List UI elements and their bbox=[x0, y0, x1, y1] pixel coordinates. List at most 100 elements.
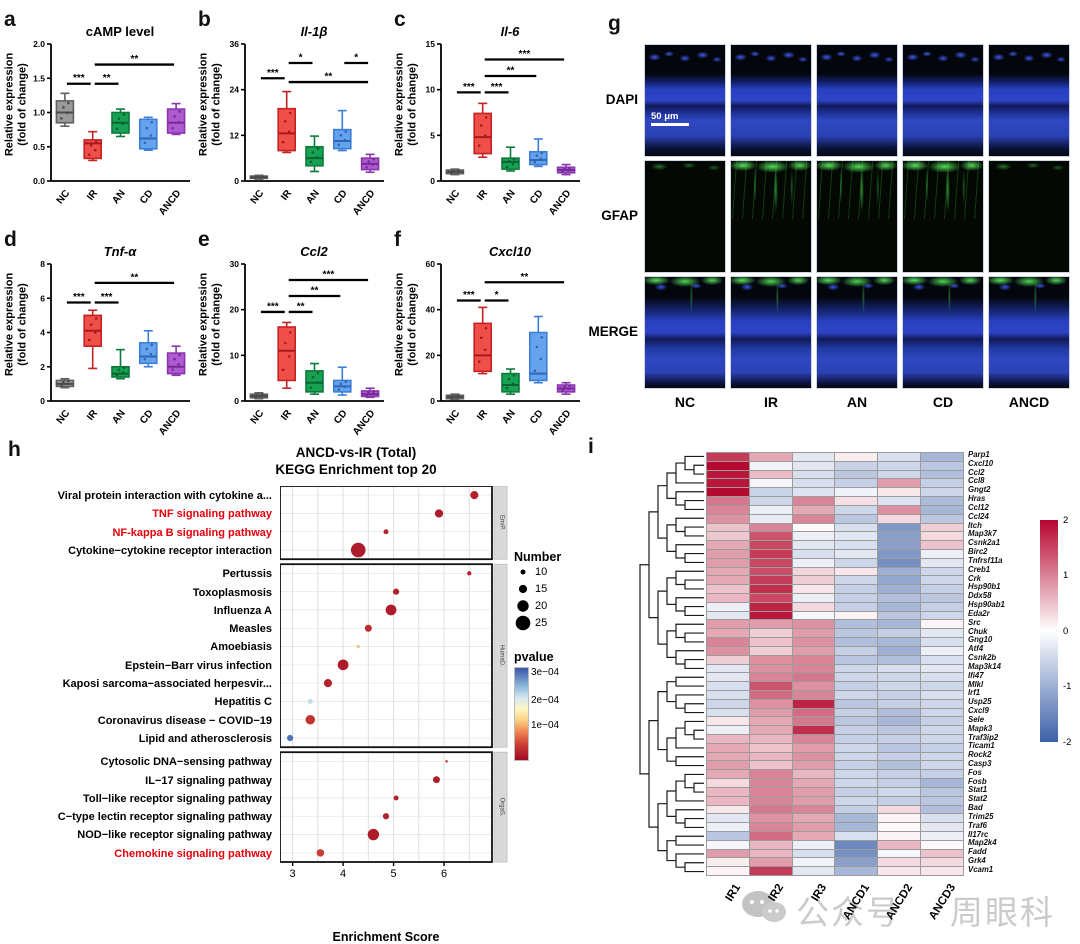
heatmap-cell bbox=[921, 779, 963, 787]
heatmap-cell bbox=[878, 523, 921, 532]
heatmap-cell bbox=[792, 594, 835, 602]
svg-text:ANCD: ANCD bbox=[547, 188, 573, 218]
panel-e-title: Ccl2 bbox=[300, 244, 328, 259]
heatmap-gene-label: Il17rc bbox=[968, 829, 989, 839]
heatmap-cell bbox=[878, 453, 921, 461]
heatmap-cell bbox=[749, 541, 792, 549]
heatmap-cell bbox=[878, 770, 921, 779]
heatmap-gene-label: Atf4 bbox=[968, 644, 984, 654]
heatmap-cell bbox=[792, 611, 835, 620]
heatmap-cell bbox=[878, 787, 921, 796]
heatmap-cell bbox=[921, 752, 963, 761]
legend-size-rows: 10 15 20 25 bbox=[514, 564, 600, 632]
heatmap-cell bbox=[707, 805, 749, 814]
svg-text:AN: AN bbox=[500, 408, 518, 426]
kegg-x-axis-title: Enrichment Score bbox=[332, 930, 440, 944]
kegg-pathway-label: NOD−like receptor signaling pathway bbox=[77, 829, 272, 842]
heatmap-cell bbox=[835, 761, 878, 770]
heatmap-cell bbox=[878, 514, 921, 523]
fluorescence-image-dapi-ancd bbox=[988, 44, 1070, 157]
kegg-pathway-label: Cytokine−cytokine receptor interaction bbox=[68, 544, 272, 557]
panel-c: c Il-6 Relative expression (fold of chan… bbox=[392, 8, 588, 227]
heatmap-gene-label: Rock2 bbox=[968, 750, 992, 760]
heatmap-cell bbox=[835, 453, 878, 461]
fluorescence-image-merge-cd bbox=[902, 276, 984, 389]
heatmap-gene-label: Hsp90b1 bbox=[968, 582, 1001, 592]
heatmap-gene-label: Stat2 bbox=[968, 794, 988, 804]
heatmap-cell bbox=[878, 576, 921, 585]
svg-text:24: 24 bbox=[230, 85, 240, 95]
heatmap-cell bbox=[707, 779, 749, 787]
svg-text:**: ** bbox=[521, 272, 529, 283]
panel-a: a cAMP level Relative expression (fold o… bbox=[2, 8, 198, 227]
svg-text:ANCD: ANCD bbox=[547, 408, 573, 438]
heatmap-cell bbox=[749, 858, 792, 867]
col-label-an: AN bbox=[846, 394, 868, 410]
heatmap-cell bbox=[835, 708, 878, 717]
heatmap-cell bbox=[749, 629, 792, 638]
panel-h: h ANCD-vs-IR (Total) KEGG Enrichment top… bbox=[0, 438, 600, 944]
kegg-pathway-label: Viral protein interaction with cytokine … bbox=[57, 490, 272, 502]
heatmap-gene-label: Mlkl bbox=[968, 679, 984, 689]
heatmap-cell bbox=[835, 743, 878, 752]
wechat-icon bbox=[742, 891, 786, 922]
heatmap-cell bbox=[878, 858, 921, 867]
heatmap-cell bbox=[921, 708, 963, 717]
heatmap-colorbar bbox=[1040, 520, 1058, 742]
heatmap-gene-label: Csnk2a1 bbox=[968, 538, 1001, 548]
heatmap-cell bbox=[878, 470, 921, 479]
kegg-pathway-label: Lipid and atherosclerosis bbox=[138, 732, 272, 745]
svg-text:40: 40 bbox=[426, 305, 436, 315]
heatmap-cell bbox=[921, 611, 963, 620]
legend-size-item: 15 bbox=[514, 581, 600, 598]
heatmap-cell bbox=[835, 787, 878, 796]
panel-c-title: Il-6 bbox=[500, 24, 520, 39]
heatmap-cell bbox=[878, 690, 921, 699]
colorbar-tick-m2: -2 bbox=[1063, 737, 1072, 748]
svg-text:***: *** bbox=[267, 68, 279, 79]
heatmap-cell bbox=[792, 585, 835, 593]
heatmap-gene-label: Ccl8 bbox=[968, 476, 985, 486]
svg-text:0: 0 bbox=[40, 396, 45, 406]
kegg-dotplot: EnvP. HumaD. OrgaS. 3 4 5 6 bbox=[280, 486, 508, 880]
svg-text:20: 20 bbox=[230, 305, 240, 315]
pvalue-tick-3e-04: 3e−04 bbox=[531, 667, 560, 678]
fluorescence-image-merge-an bbox=[816, 276, 898, 389]
heatmap-cell bbox=[921, 523, 963, 532]
svg-text:***: *** bbox=[73, 73, 85, 84]
heatmap-cell bbox=[878, 646, 921, 655]
heatmap-cell bbox=[707, 638, 749, 646]
heatmap-cell bbox=[792, 505, 835, 514]
panel-d-title: Tnf-α bbox=[103, 244, 137, 259]
kegg-pathway-label: Chemokine signaling pathway bbox=[114, 847, 272, 860]
heatmap-cell bbox=[749, 867, 792, 875]
heatmap-cell bbox=[921, 858, 963, 867]
heatmap-gene-label: Casp3 bbox=[968, 758, 992, 768]
heatmap-cell bbox=[878, 461, 921, 470]
col-label-ancd: ANCD bbox=[1008, 394, 1050, 410]
heatmap-cell bbox=[878, 814, 921, 823]
watermark-text-suffix: 周眼科 bbox=[950, 894, 1055, 931]
svg-text:**: ** bbox=[103, 73, 111, 84]
heatmap-cell bbox=[749, 505, 792, 514]
heatmap-cell bbox=[792, 761, 835, 770]
svg-text:CD: CD bbox=[138, 408, 156, 426]
svg-text:IR: IR bbox=[85, 407, 100, 422]
heatmap-cell bbox=[921, 453, 963, 461]
heatmap-gene-label: Hsp90ab1 bbox=[968, 600, 1005, 610]
heatmap-cell bbox=[878, 708, 921, 717]
fluorescence-image-merge-ancd bbox=[988, 276, 1070, 389]
kegg-pathway-label: IL−17 signaling pathway bbox=[145, 774, 272, 787]
heatmap-gene-label: Bad bbox=[968, 803, 983, 813]
heatmap-cell bbox=[792, 488, 835, 497]
heatmap-cell bbox=[707, 532, 749, 541]
panel-b: b Il-1β Relative expression (fold of cha… bbox=[196, 8, 392, 227]
fluorescence-image-merge-nc bbox=[644, 276, 726, 389]
svg-text:CD: CD bbox=[528, 188, 546, 206]
heatmap-cell bbox=[878, 549, 921, 558]
heatmap-cell bbox=[749, 673, 792, 682]
svg-text:NC: NC bbox=[55, 408, 73, 426]
heatmap-cell bbox=[792, 770, 835, 779]
